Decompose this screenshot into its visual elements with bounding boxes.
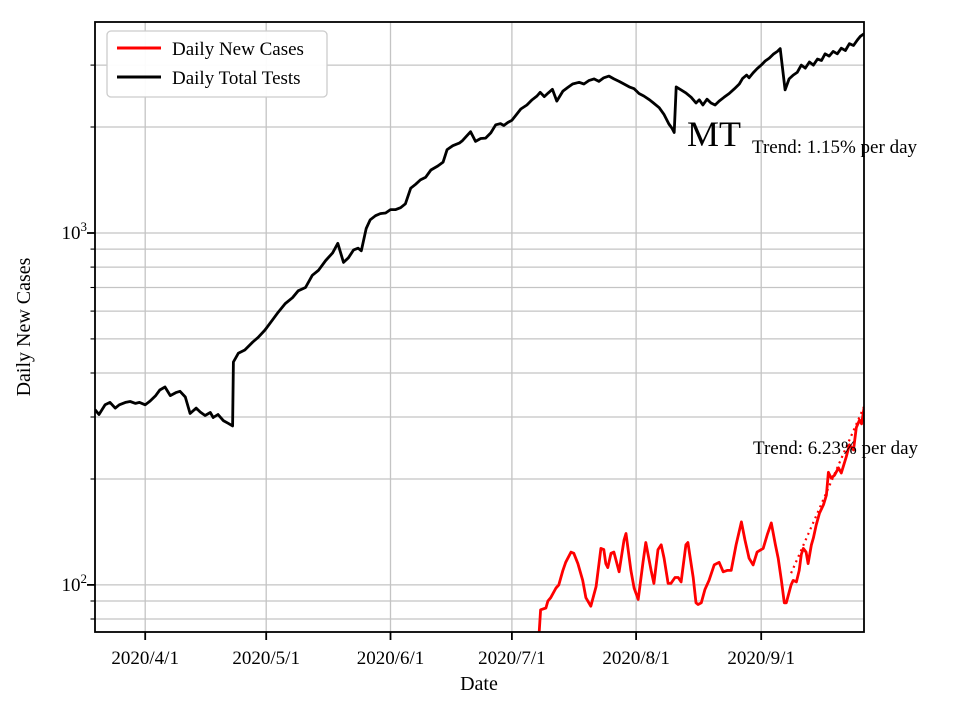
- x-tick-label: 2020/9/1: [727, 648, 795, 669]
- tests-trend-annotation: Trend: 1.15% per day: [752, 137, 917, 158]
- legend-label-daily-new-cases: Daily New Cases: [172, 39, 304, 60]
- series-daily-total-tests: [95, 32, 864, 428]
- x-axis-title: Date: [460, 673, 498, 695]
- x-tick-label: 2020/5/1: [232, 648, 300, 669]
- x-tick-label: 2020/8/1: [602, 648, 670, 669]
- gridlines: [95, 22, 864, 632]
- x-tick-label: 2020/4/1: [111, 648, 179, 669]
- legend-box: [106, 30, 328, 98]
- y-axis-title: Daily New Cases: [13, 257, 35, 396]
- plot-border: [94, 21, 865, 633]
- axis-ticks: [87, 64, 763, 640]
- x-tick-label: 2020/7/1: [478, 648, 546, 669]
- data-series: [95, 32, 864, 632]
- series-cases-trend-fit-6-23-per-day: [790, 406, 864, 574]
- legend: Daily New Cases Daily Total Tests: [106, 30, 328, 98]
- y-tick-label: 103: [62, 219, 88, 244]
- x-tick-labels: 2020/4/1 2020/5/1 2020/6/1 2020/7/1 2020/8/1…: [111, 648, 795, 669]
- cases-trend-annotation: Trend: 6.23% per day: [753, 438, 918, 459]
- x-tick-label: 2020/6/1: [357, 648, 425, 669]
- y-tick-label: 102: [62, 571, 88, 596]
- state-label: MT: [687, 114, 741, 154]
- legend-label-daily-total-tests: Daily Total Tests: [172, 68, 301, 89]
- series-daily-new-cases: [537, 407, 864, 632]
- y-tick-labels: 102 103: [62, 219, 88, 596]
